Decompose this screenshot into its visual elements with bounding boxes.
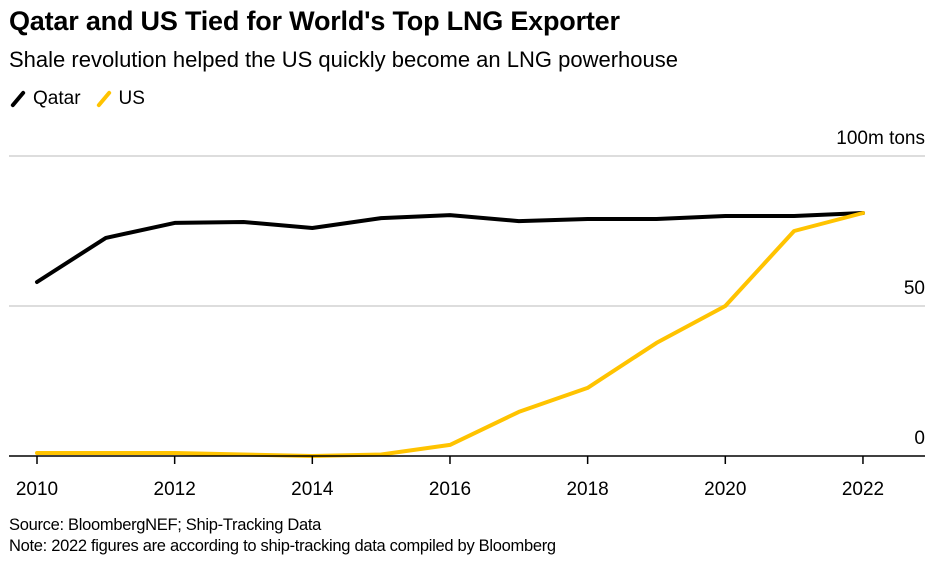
y-tick-label: 50 — [904, 278, 925, 299]
y-tick-label: 100m tons — [836, 128, 925, 149]
legend-item-qatar: Qatar — [9, 88, 81, 110]
chart-footer: Source: BloombergNEF; Ship-Tracking Data… — [9, 515, 556, 557]
x-tick-label: 2012 — [154, 479, 196, 500]
x-tick-label: 2022 — [842, 479, 884, 500]
series-line-us — [35, 211, 865, 458]
chart-subtitle: Shale revolution helped the US quickly b… — [9, 47, 678, 72]
legend-item-us: US — [95, 88, 145, 110]
x-tick-label: 2020 — [704, 479, 746, 500]
legend: Qatar US — [9, 88, 159, 110]
chart-title: Qatar and US Tied for World's Top LNG Ex… — [9, 6, 620, 36]
y-tick-label: 0 — [914, 428, 925, 449]
x-tick-label: 2016 — [429, 479, 471, 500]
series-line-qatar — [35, 211, 865, 284]
x-tick-label: 2014 — [291, 479, 334, 500]
source-note: Source: BloombergNEF; Ship-Tracking Data — [9, 516, 322, 534]
data-note: Note: 2022 figures are according to ship… — [9, 537, 556, 555]
legend-label-us: US — [118, 88, 145, 109]
x-tick-label: 2010 — [16, 479, 58, 500]
x-tick-label: 2018 — [566, 479, 608, 500]
legend-label-qatar: Qatar — [33, 88, 81, 109]
